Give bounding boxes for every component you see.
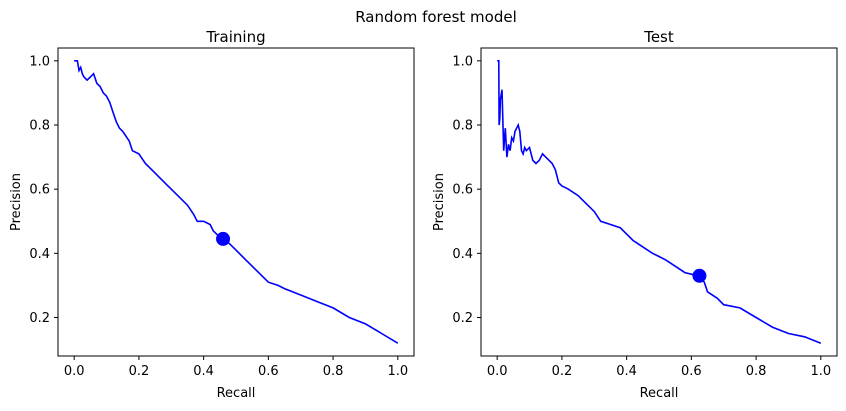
test-x-tick-label: 0.4	[616, 364, 637, 379]
training-y-tick-label: 1.0	[29, 54, 50, 69]
training-y-tick-label: 0.2	[29, 311, 50, 326]
test-x-tick-label: 0.0	[487, 364, 508, 379]
training-x-tick-label: 0.0	[64, 364, 85, 379]
test-panel: Test 0.0 0.2 0.4 0.6 0.8 1.0 0.20.40.60.81.0 …	[432, 28, 838, 401]
training-x-tick-label: 0.8	[323, 364, 344, 379]
test-y-axis-label: Precision	[432, 173, 447, 231]
test-plot-area	[480, 47, 838, 357]
training-x-axis-label: Recall	[217, 386, 256, 401]
test-y-tick-label: 0.6	[452, 183, 473, 198]
training-x-ticks: 0.0 0.2 0.4 0.6 0.8 1.0	[64, 356, 408, 379]
training-y-tick-label: 0.4	[29, 247, 50, 262]
training-x-tick-label: 0.2	[129, 364, 150, 379]
test-x-ticks: 0.0 0.2 0.4 0.6 0.8 1.0	[487, 356, 831, 379]
test-y-tick-label: 0.2	[452, 311, 473, 326]
test-pr-curve	[497, 60, 822, 344]
training-y-tick-label: 0.8	[29, 119, 50, 134]
training-panel: Training 0.0 0.2 0.4 0.6 0.8 1.0 0.2 0.4 0.6 0.8…	[9, 28, 415, 401]
training-plot-area	[57, 47, 415, 357]
training-x-tick-label: 0.6	[258, 364, 279, 379]
test-y-tick-label: 0.4	[452, 247, 473, 262]
training-y-axis-label: Precision	[9, 173, 24, 231]
training-threshold-marker	[216, 231, 231, 246]
test-y-tick-label: 1.0	[452, 54, 473, 69]
test-threshold-marker	[692, 268, 707, 283]
test-x-tick-label: 0.2	[552, 364, 573, 379]
test-x-axis-label: Recall	[640, 386, 679, 401]
test-x-tick-label: 1.0	[810, 364, 831, 379]
test-x-tick-label: 0.8	[746, 364, 767, 379]
training-title: Training	[205, 28, 265, 46]
test-title: Test	[643, 28, 674, 46]
training-x-tick-label: 0.4	[193, 364, 214, 379]
training-y-tick-label: 0.6	[29, 183, 50, 198]
test-y-tick-label: 0.8	[452, 119, 473, 134]
test-x-tick-label: 0.6	[681, 364, 702, 379]
training-pr-curve	[74, 60, 399, 344]
figure-title: Random forest model	[355, 8, 517, 26]
training-y-ticks: 0.2 0.4 0.6 0.8 1.0	[29, 54, 58, 326]
test-y-ticks: 0.2 0.4 0.6 0.8 1.0	[452, 54, 481, 326]
training-x-tick-label: 1.0	[387, 364, 408, 379]
